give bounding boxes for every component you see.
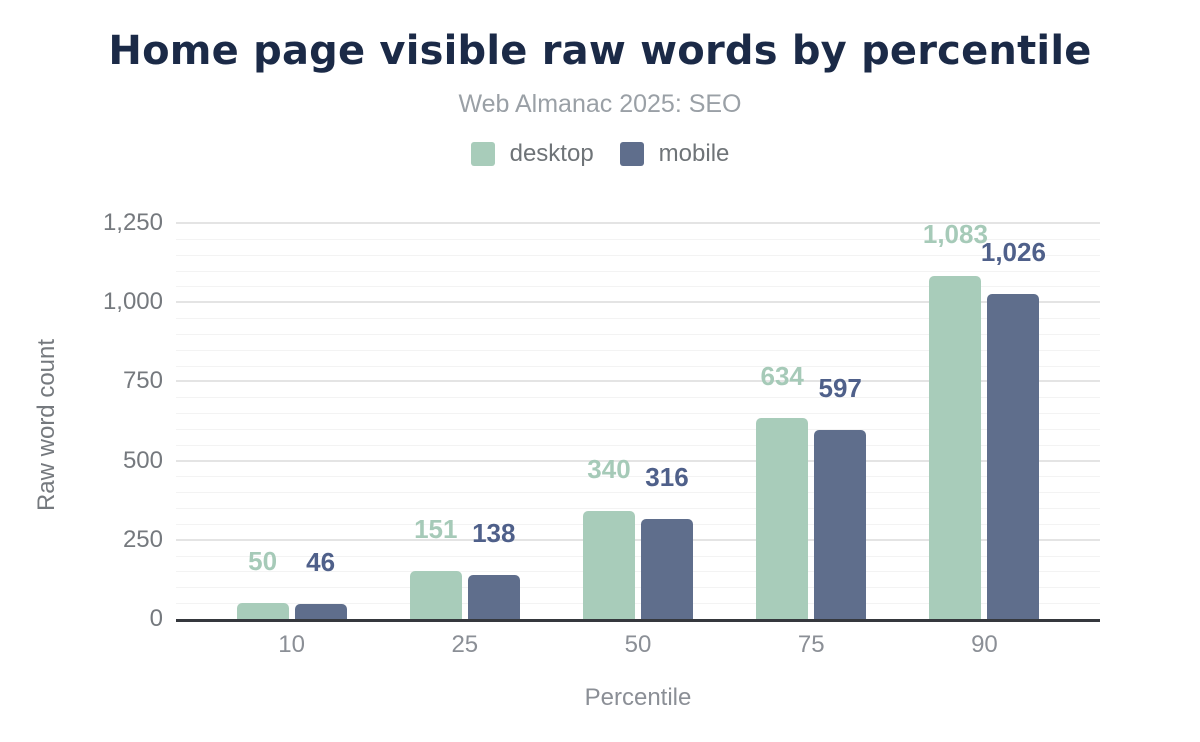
plot-area: 50 46 10 151 138 25 340 316 50 634 597 75 1,083 1,026… [176, 221, 1100, 657]
gridline-minor [176, 492, 1100, 494]
bar-group-p75: 634 597 75 [725, 223, 898, 657]
gridline-minor [176, 555, 1100, 557]
value-label-mobile: 597 [818, 373, 862, 403]
gridline-minor [176, 428, 1100, 430]
y-tick-label: 500 [122, 446, 163, 474]
bar-desktop-p10[interactable] [236, 603, 289, 619]
value-label-desktop: 340 [587, 454, 631, 484]
bar-slot-desktop: 634 [756, 363, 809, 619]
x-axis-line [176, 619, 1100, 622]
bar-mobile-p50[interactable] [641, 519, 693, 619]
bar-slot-desktop: 151 [409, 516, 462, 619]
bar-desktop-p90[interactable] [929, 276, 982, 619]
bar-slot-mobile: 316 [641, 464, 693, 619]
gridline-minor [176, 444, 1100, 446]
gridline-major [176, 459, 1100, 462]
value-label-desktop: 50 [248, 546, 278, 576]
y-tick-label: 1,250 [102, 209, 163, 236]
bar-group-p50: 340 316 50 [551, 223, 724, 657]
bar-slot-mobile: 1,026 [981, 239, 1046, 619]
legend-item-mobile: mobile [619, 140, 730, 167]
bar-group-p90: 1,083 1,026 90 [898, 221, 1071, 657]
chart-subtitle: Web Almanac 2025: SEO [458, 90, 742, 118]
y-axis-tick-labels: 0 250 500 750 1,000 1,250 [0, 211, 163, 631]
bar-mobile-p90[interactable] [987, 294, 1040, 619]
bar-slot-desktop: 50 [236, 548, 289, 619]
gridline-minor [176, 587, 1100, 589]
bar-slot-mobile: 138 [467, 520, 520, 619]
gridline-minor [176, 238, 1100, 240]
gridline-minor [176, 365, 1100, 367]
x-axis-title: Percentile [584, 684, 692, 711]
y-tick-label: 0 [149, 605, 163, 632]
bar-group-p10: 50 46 10 [205, 223, 378, 657]
bar-desktop-p75[interactable] [756, 418, 809, 619]
gridline-minor [176, 397, 1100, 399]
x-tick-label: 75 [797, 631, 825, 658]
legend-item-desktop: desktop [470, 140, 594, 167]
bar-groups: 50 46 10 151 138 25 340 316 50 634 597 75 1,083 1,026… [205, 221, 1071, 657]
legend-label: mobile [658, 140, 730, 167]
legend: desktop mobile [0, 142, 1200, 166]
x-tick-label: 50 [624, 631, 652, 658]
chart-title: Home page visible raw words by percentil… [108, 28, 1092, 74]
bar-pair: 50 46 [236, 548, 347, 619]
gridline-minor [176, 476, 1100, 478]
x-tick-label: 90 [971, 631, 998, 658]
bar-desktop-p50[interactable] [583, 511, 635, 619]
bar-slot-mobile: 597 [814, 375, 867, 619]
x-tick-label: 10 [278, 631, 305, 658]
value-label-mobile: 316 [645, 462, 689, 492]
gridline-major [176, 538, 1100, 541]
y-tick-label: 250 [122, 525, 163, 553]
value-label-desktop: 634 [760, 361, 804, 391]
value-label-mobile: 138 [472, 518, 516, 548]
bar-mobile-p25[interactable] [467, 575, 520, 619]
gridline-minor [176, 603, 1100, 605]
gridline-major [176, 301, 1100, 304]
value-label-desktop: 151 [414, 514, 458, 544]
gridline-major [176, 380, 1100, 383]
gridline-minor [176, 333, 1100, 335]
value-label-mobile: 1,026 [980, 237, 1046, 267]
bar-slot-desktop: 1,083 [923, 221, 988, 619]
bar-pair: 1,083 1,026 [923, 221, 1046, 619]
bar-slot-desktop: 340 [583, 456, 635, 619]
gridline-minor [176, 571, 1100, 573]
bar-group-p25: 151 138 25 [378, 223, 551, 657]
bar-desktop-p25[interactable] [409, 571, 462, 619]
bar-pair: 151 138 [409, 516, 520, 619]
bar-pair: 340 316 [583, 456, 693, 619]
bar-mobile-p10[interactable] [294, 604, 347, 619]
value-label-desktop: 1,083 [922, 219, 988, 249]
bar-pair: 634 597 [756, 363, 867, 619]
gridline-minor [176, 254, 1100, 256]
value-label-mobile: 46 [306, 547, 336, 577]
y-tick-label: 750 [122, 367, 163, 395]
legend-swatch-icon [470, 142, 495, 166]
bar-slot-mobile: 46 [294, 549, 347, 619]
gridline-minor [176, 413, 1100, 415]
bar-mobile-p75[interactable] [814, 430, 867, 619]
x-tick-label: 25 [451, 631, 479, 658]
gridline-minor [176, 270, 1100, 272]
gridline-minor [176, 508, 1100, 510]
y-tick-label: 1,000 [102, 288, 163, 316]
legend-swatch-icon [619, 142, 644, 166]
gridline-minor [176, 318, 1100, 320]
gridline-major [176, 222, 1100, 224]
gridline-minor [176, 286, 1100, 288]
gridline-minor [176, 523, 1100, 525]
gridline-minor [176, 349, 1100, 351]
legend-label: desktop [509, 140, 594, 167]
